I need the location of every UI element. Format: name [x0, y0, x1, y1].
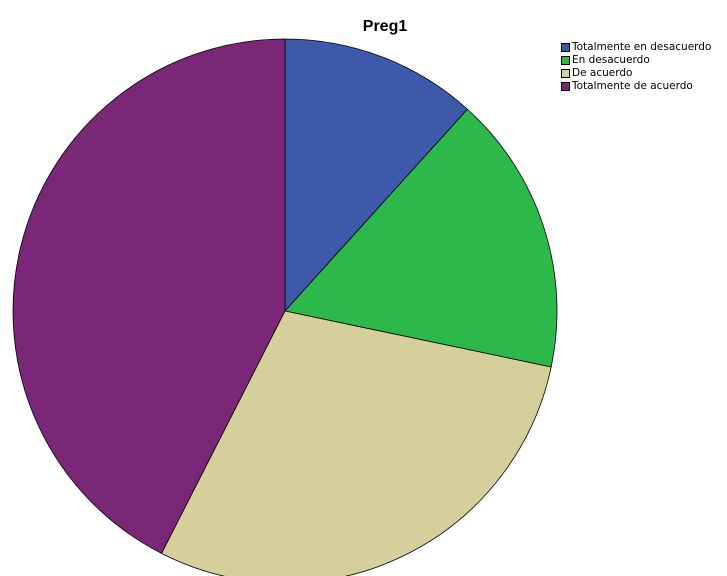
- legend-label: En desacuerdo: [572, 54, 650, 66]
- pie-slice-en-desacuerdo: [284, 108, 558, 368]
- legend-swatch: [561, 69, 570, 78]
- legend-item-totalmente-de-acuerdo: Totalmente de acuerdo: [561, 80, 711, 93]
- legend-item-en-desacuerdo: En desacuerdo: [561, 54, 711, 67]
- legend-label: De acuerdo: [572, 67, 633, 79]
- legend-swatch: [561, 56, 570, 65]
- pie-slice-totalmente-de-acuerdo: [12, 38, 286, 554]
- legend-item-de-acuerdo: De acuerdo: [561, 67, 711, 80]
- legend-swatch: [561, 43, 570, 52]
- legend-item-totalmente-en-desacuerdo: Totalmente en desacuerdo: [561, 41, 711, 54]
- legend: Totalmente en desacuerdo En desacuerdo D…: [561, 41, 711, 93]
- legend-label: Totalmente en desacuerdo: [572, 41, 712, 53]
- legend-swatch: [561, 82, 570, 91]
- chart-title: Preg1: [362, 18, 408, 35]
- pie-slice-totalmente-en-desacuerdo: [284, 38, 468, 312]
- legend-label: Totalmente de acuerdo: [572, 80, 693, 92]
